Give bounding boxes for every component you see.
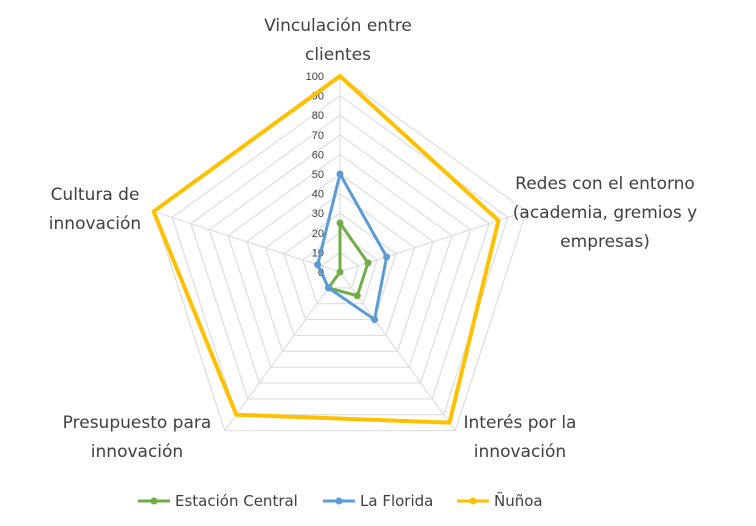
axis-label-3-line-1: innovación	[91, 442, 183, 462]
tick-label-20: 20	[312, 228, 324, 240]
axis-label-2-line-1: innovación	[474, 442, 566, 462]
axis-label-1-line-0: Redes con el entorno	[515, 174, 695, 194]
series-layer	[151, 74, 501, 425]
data-point-estacion-central-1	[364, 259, 372, 267]
spoke-3	[224, 271, 341, 431]
axis-label-3: Presupuesto para innovación	[63, 413, 212, 462]
data-point-la-florida-4	[314, 261, 322, 269]
grid-ring-50	[246, 173, 434, 352]
data-point-la-florida-3	[324, 284, 332, 292]
grid-ring-30	[283, 212, 397, 321]
tick-label-70: 70	[312, 130, 324, 142]
legend: Estación Central La Florida Ñuñoa	[138, 491, 543, 510]
tick-label-100: 100	[306, 71, 324, 83]
data-point-la-florida-1	[383, 253, 391, 261]
grid-ring-90	[171, 94, 509, 416]
axis-label-0-line-1: clientes	[305, 45, 371, 65]
axis-label-1-line-1: (academia, gremios y	[513, 203, 697, 223]
legend-label-estacion-central: Estación Central	[175, 492, 298, 510]
axis-label-2: Interés por la innovación	[464, 413, 577, 462]
grid-ring-20	[302, 232, 378, 305]
legend-label-nunoa: Ñuñoa	[494, 491, 543, 510]
series-line-estacion-central	[326, 221, 370, 298]
axis-label-4-line-0: Cultura de	[51, 185, 140, 205]
grid-ring-40	[264, 192, 416, 336]
data-point-la-florida-0	[336, 170, 344, 178]
grid-ring-60	[227, 153, 453, 368]
data-point-estacion-central-4	[336, 268, 344, 276]
legend-marker-la-florida	[335, 497, 343, 505]
data-point-la-florida-2	[371, 316, 379, 324]
tick-label-40: 40	[312, 189, 324, 201]
grid-ring-70	[208, 134, 472, 384]
series-line-la-florida	[316, 172, 389, 322]
data-point-estacion-central-2	[353, 292, 361, 300]
axis-label-3-line-0: Presupuesto para	[63, 413, 212, 433]
tick-label-30: 30	[312, 208, 324, 220]
tick-label-80: 80	[312, 110, 324, 122]
axis-label-0-line-0: Vinculación entre	[264, 16, 412, 36]
axis-label-2-line-0: Interés por la	[464, 413, 577, 433]
axis-label-1-line-2: empresas)	[560, 232, 650, 252]
data-point-estacion-central-0	[336, 219, 344, 227]
legend-marker-nunoa	[469, 497, 477, 505]
grid-ring-10	[320, 251, 360, 289]
axis-label-0: Vinculación entre clientes	[264, 16, 412, 65]
spoke-4	[153, 210, 341, 273]
axis-label-4: Cultura de innovación	[49, 185, 141, 234]
legend-label-la-florida: La Florida	[360, 492, 433, 510]
tick-label-50: 50	[312, 169, 324, 181]
axis-label-1: Redes con el entorno (academia, gremios y…	[513, 174, 697, 252]
axis-label-4-line-1: innovación	[49, 214, 141, 234]
legend-marker-estacion-central	[150, 497, 158, 505]
grid-ring-80	[190, 114, 490, 400]
tick-label-60: 60	[312, 149, 324, 161]
axis-labels: Vinculación entre clientes Redes con el en…	[49, 16, 697, 462]
series-line-nunoa	[151, 74, 501, 425]
